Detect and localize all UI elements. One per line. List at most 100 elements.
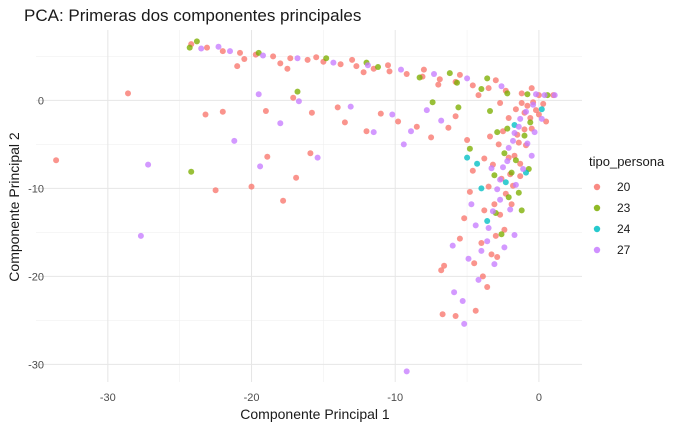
- point-tipo-20: [456, 71, 463, 78]
- point-tipo-23: [478, 86, 485, 92]
- point-tipo-20: [461, 215, 468, 222]
- point-tipo-20: [428, 134, 435, 141]
- point-tipo-24: [538, 106, 545, 113]
- point-tipo-20: [212, 187, 219, 194]
- point-tipo-20: [334, 104, 341, 111]
- point-tipo-23: [255, 49, 262, 56]
- point-tipo-20: [456, 235, 463, 242]
- point-tipo-23: [294, 88, 301, 95]
- point-tipo-27: [530, 101, 537, 108]
- point-tipo-27: [511, 130, 518, 136]
- y-tick-label: -20: [28, 271, 44, 283]
- point-tipo-27: [497, 196, 504, 203]
- point-tipo-27: [489, 208, 496, 215]
- point-tipo-20: [487, 133, 493, 140]
- point-tipo-27: [294, 55, 301, 62]
- point-tipo-20: [363, 128, 370, 135]
- point-tipo-20: [304, 56, 311, 63]
- point-tipo-27: [137, 232, 144, 239]
- point-tipo-27: [504, 158, 511, 165]
- point-tipo-20: [521, 126, 528, 133]
- point-tipo-27: [512, 181, 519, 188]
- point-tipo-27: [231, 137, 238, 144]
- point-tipo-23: [504, 90, 511, 97]
- point-tipo-27: [505, 144, 512, 151]
- point-tipo-27: [255, 91, 262, 98]
- point-tipo-27: [198, 45, 205, 52]
- point-tipo-27: [485, 225, 492, 231]
- point-tipo-20: [377, 110, 384, 117]
- point-tipo-27: [468, 201, 475, 208]
- point-tipo-27: [501, 244, 508, 251]
- point-tipo-23: [498, 231, 505, 238]
- legend-label-23: 23: [617, 201, 631, 215]
- y-tick-label: 0: [38, 95, 44, 107]
- point-tipo-27: [511, 232, 518, 238]
- legend-label-27: 27: [617, 243, 631, 257]
- scatter-points: [53, 38, 558, 375]
- point-tipo-20: [485, 183, 492, 190]
- point-tipo-23: [494, 129, 501, 136]
- chart-title: PCA: Primeras dos componentes principale…: [24, 6, 361, 25]
- point-tipo-27: [449, 242, 456, 249]
- point-tipo-20: [264, 153, 271, 160]
- point-tipo-20: [481, 155, 488, 162]
- point-tipo-20: [349, 56, 356, 63]
- point-tipo-20: [543, 118, 550, 125]
- point-tipo-23: [487, 108, 493, 114]
- point-tipo-20: [277, 60, 284, 67]
- point-tipo-27: [295, 98, 302, 105]
- point-tipo-27: [227, 48, 233, 55]
- point-tipo-20: [501, 226, 508, 233]
- legend-key-20: [593, 183, 601, 191]
- point-tipo-27: [500, 164, 506, 171]
- point-tipo-23: [188, 168, 195, 175]
- point-tipo-27: [472, 222, 479, 229]
- point-tipo-20: [270, 53, 277, 60]
- point-tipo-27: [260, 52, 266, 59]
- point-tipo-20: [524, 102, 531, 109]
- legend-key-27: [593, 246, 601, 254]
- point-tipo-27: [314, 154, 321, 161]
- point-tipo-20: [512, 106, 519, 113]
- point-tipo-27: [475, 276, 482, 283]
- x-tick-label: 0: [536, 392, 542, 404]
- point-tipo-27: [461, 320, 468, 327]
- point-tipo-20: [464, 137, 471, 143]
- point-tipo-20: [360, 69, 367, 76]
- point-tipo-27: [330, 59, 337, 66]
- point-tipo-20: [307, 150, 314, 157]
- point-tipo-27: [533, 91, 539, 98]
- point-tipo-20: [280, 197, 287, 204]
- point-tipo-20: [540, 100, 547, 107]
- point-tipo-20: [441, 262, 448, 269]
- point-tipo-23: [524, 91, 531, 98]
- point-tipo-27: [408, 128, 414, 135]
- point-tipo-20: [435, 81, 442, 88]
- point-tipo-20: [508, 201, 515, 208]
- point-tipo-20: [533, 107, 539, 114]
- point-tipo-27: [491, 261, 498, 268]
- point-tipo-27: [423, 107, 430, 114]
- point-tipo-20: [125, 90, 131, 97]
- point-tipo-27: [215, 43, 222, 50]
- point-tipo-27: [551, 92, 558, 99]
- point-tipo-20: [492, 77, 499, 84]
- point-tipo-20: [485, 85, 492, 92]
- legend: tipo_persona 20 23 24 27: [589, 154, 665, 257]
- legend-key-24: [593, 225, 601, 233]
- point-tipo-20: [438, 267, 445, 274]
- point-tipo-27: [498, 83, 505, 90]
- legend-key-23: [593, 204, 601, 212]
- point-tipo-20: [528, 85, 535, 92]
- point-tipo-20: [518, 100, 525, 106]
- y-tick-label: -10: [28, 183, 44, 195]
- y-axis-title: Componente Principal 2: [6, 132, 22, 282]
- point-tipo-20: [484, 284, 491, 290]
- point-tipo-23: [193, 38, 200, 45]
- point-tipo-23: [416, 74, 423, 81]
- point-tipo-27: [523, 108, 529, 115]
- point-tipo-27: [370, 129, 377, 136]
- point-tipo-23: [501, 150, 508, 157]
- point-tipo-20: [466, 188, 473, 195]
